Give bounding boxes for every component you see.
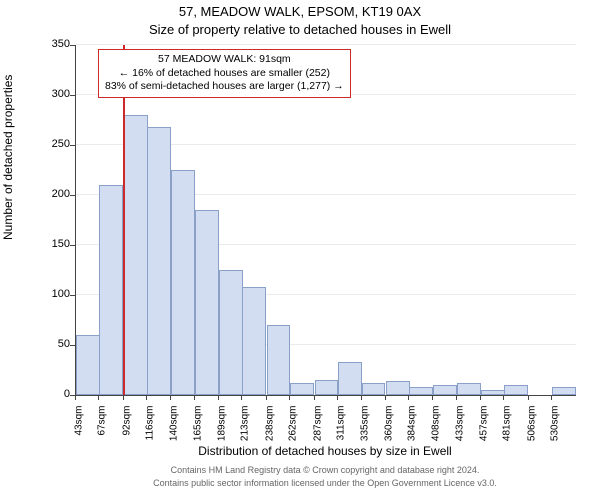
y-tick-label: 350 [30,38,70,50]
bar [504,385,528,395]
annotation-box: 57 MEADOW WALK: 91sqm ← 16% of detached … [98,49,351,98]
x-tick-mark [266,395,267,400]
chart-title-line2: Size of property relative to detached ho… [0,22,600,37]
y-tick-mark [70,345,75,346]
bar [124,115,148,395]
x-tick-mark [98,395,99,400]
y-tick-label: 200 [30,188,70,200]
bar [171,170,195,395]
x-tick-mark [123,395,124,400]
y-tick-mark [70,145,75,146]
annotation-line3: 83% of semi-detached houses are larger (… [105,80,344,94]
y-tick-label: 150 [30,238,70,250]
y-tick-label: 50 [30,338,70,350]
bar [267,325,291,395]
y-tick-label: 250 [30,138,70,150]
annotation-line2: ← 16% of detached houses are smaller (25… [105,67,344,81]
bar [481,390,505,395]
x-tick-mark [528,395,529,400]
bar [338,362,362,395]
bar [457,383,481,395]
bar [362,383,386,395]
x-tick-mark [456,395,457,400]
y-tick-label: 0 [30,388,70,400]
x-tick-mark [241,395,242,400]
bar [195,210,219,395]
x-tick-mark [218,395,219,400]
y-tick-mark [70,245,75,246]
x-tick-mark [314,395,315,400]
bar [76,335,100,395]
x-tick-mark [551,395,552,400]
bar [315,380,339,395]
bar [552,387,576,395]
bar [242,287,266,395]
x-tick-mark [408,395,409,400]
plot-area: 57 MEADOW WALK: 91sqm ← 16% of detached … [75,45,576,396]
bar [290,383,314,395]
x-tick-mark [503,395,504,400]
x-axis-label: Distribution of detached houses by size … [75,444,575,458]
bar [386,381,410,395]
footnote-line1: Contains HM Land Registry data © Crown c… [75,465,575,475]
x-tick-mark [337,395,338,400]
y-tick-mark [70,45,75,46]
x-tick-mark [75,395,76,400]
y-tick-mark [70,95,75,96]
y-axis-label: Number of detached properties [1,75,15,240]
x-tick-mark [361,395,362,400]
x-tick-mark [385,395,386,400]
chart-title-line1: 57, MEADOW WALK, EPSOM, KT19 0AX [0,4,600,19]
x-tick-mark [289,395,290,400]
bar [99,185,123,395]
x-tick-mark [432,395,433,400]
x-tick-mark [194,395,195,400]
bar [219,270,243,395]
y-tick-label: 300 [30,88,70,100]
x-tick-mark [170,395,171,400]
bar [147,127,171,395]
x-tick-mark [480,395,481,400]
y-tick-label: 100 [30,288,70,300]
y-tick-mark [70,295,75,296]
footnote-line2: Contains public sector information licen… [75,478,575,488]
bar [433,385,457,395]
chart-container: { "chart": { "type": "histogram", "title… [0,0,600,500]
bar [409,387,433,395]
annotation-line1: 57 MEADOW WALK: 91sqm [105,53,344,67]
x-tick-mark [146,395,147,400]
y-tick-mark [70,195,75,196]
